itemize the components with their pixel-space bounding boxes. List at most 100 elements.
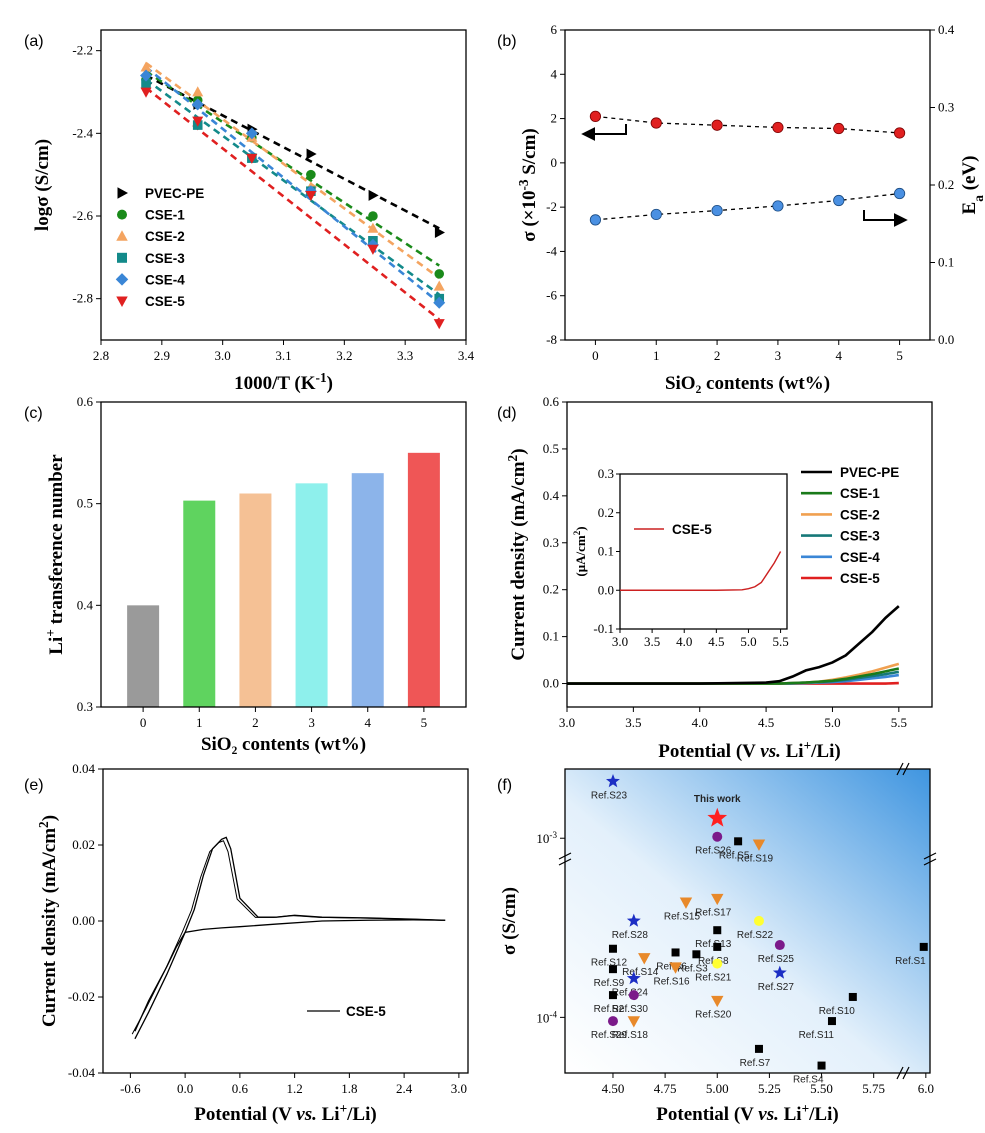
ref-label: Ref.S18 bbox=[612, 1030, 649, 1041]
ref-point bbox=[626, 971, 641, 985]
ref-label: Ref.S9 bbox=[594, 978, 625, 989]
data-point bbox=[434, 269, 445, 279]
x-tick-label: 3.0 bbox=[451, 1081, 467, 1096]
ref-point bbox=[671, 948, 680, 957]
data-point bbox=[192, 86, 204, 97]
x-axis-label: 1000/T (K-1) bbox=[234, 370, 333, 395]
y-tick-label: -8 bbox=[546, 332, 557, 347]
cv-cathodic bbox=[134, 919, 446, 1032]
x-axis-label-part: vs. bbox=[758, 1104, 779, 1125]
ref-point bbox=[608, 965, 617, 974]
inset-y-tick-label: 0.1 bbox=[598, 544, 614, 559]
this-work-star bbox=[707, 807, 728, 827]
data-point bbox=[433, 319, 445, 330]
data-point bbox=[140, 87, 152, 98]
sigma-point bbox=[589, 110, 602, 122]
sigma-point bbox=[650, 117, 662, 129]
ref-label: Ref.S4 bbox=[793, 1075, 824, 1086]
ref-label: Ref.S16 bbox=[653, 976, 690, 987]
panel-d: (d) 3.0 3.5 4.0 4.5 5.0 5.5 0.0 0.1 0.2 0.3 0.4 0.5 0… bbox=[497, 394, 933, 762]
axis-break-bottom bbox=[896, 1066, 904, 1080]
x-axis-label-part: vs. bbox=[760, 741, 781, 762]
data-point bbox=[191, 98, 204, 111]
ref-point bbox=[669, 962, 682, 974]
x-tick-label: 5.50 bbox=[810, 1081, 833, 1096]
ref-point bbox=[713, 926, 722, 935]
y-axis-label: logσ (S/cm) bbox=[32, 139, 53, 231]
panel-e: (e) -0.6 0.0 0.6 1.2 1.8 2.4 3.0 0.04 0.02 0.00 -0.… bbox=[24, 761, 469, 1125]
y-tick-label: -2.6 bbox=[72, 208, 93, 223]
y-axis-label-part: ) bbox=[508, 448, 529, 454]
fit-line bbox=[145, 86, 441, 321]
y-axis-label-part: Current density (mA/cm bbox=[508, 461, 529, 660]
y-tick-label: 2 bbox=[551, 111, 558, 126]
x-tick-label: 5.00 bbox=[706, 1081, 729, 1096]
ea-point bbox=[650, 208, 662, 221]
panel-label-f: (f) bbox=[497, 777, 512, 794]
ref-label: Ref.S22 bbox=[737, 930, 774, 941]
ref-label: Ref.S23 bbox=[591, 790, 628, 801]
ref-label: Ref.S5 bbox=[719, 850, 750, 861]
x-axis-label: SiO₂ contents (wt%) bbox=[201, 734, 366, 755]
inset-y-tick-label: 0.2 bbox=[598, 505, 614, 520]
legend-marker bbox=[116, 296, 128, 307]
y-tick-label: 0.5 bbox=[77, 496, 93, 511]
ref-point bbox=[608, 944, 617, 953]
x-tick-label: 3 bbox=[308, 715, 315, 730]
legend-label: CSE-3 bbox=[840, 529, 880, 544]
inset-y-label-part: 2 bbox=[572, 530, 582, 535]
fit-line bbox=[145, 78, 441, 296]
ref-point bbox=[711, 893, 724, 906]
ref-label: Ref.S12 bbox=[591, 958, 628, 969]
ref-label: Ref.S3 bbox=[677, 963, 708, 974]
inset-y-tick-label: 0.3 bbox=[598, 466, 614, 481]
x-tick-label: 5.0 bbox=[824, 715, 840, 730]
x-tick-label: 2.9 bbox=[154, 348, 170, 363]
y-tick-label: 0.2 bbox=[543, 582, 559, 597]
bar bbox=[351, 473, 384, 707]
y-tick-label: 0.04 bbox=[72, 761, 95, 776]
inset-y-tick-label: -0.1 bbox=[593, 621, 614, 636]
ref-point bbox=[712, 831, 723, 842]
y2-tick-label: 0.0 bbox=[938, 332, 954, 347]
arrow-left bbox=[581, 124, 627, 141]
x-tick-label: 3.1 bbox=[275, 348, 291, 363]
ref-label: Ref.S26 bbox=[695, 846, 732, 857]
y-tick-label: 6 bbox=[551, 22, 558, 37]
y-axis-label-part: σ (×10 bbox=[519, 191, 540, 242]
data-point bbox=[367, 222, 379, 233]
y-axis-label: σ (×10-3 S/cm) bbox=[516, 128, 541, 242]
ref-point bbox=[606, 774, 620, 788]
panel-b: (b) 0 1 2 3 4 5 6 4 2 0 -2 -4 -6 -8 0.4 0.3 0.2 0.1 0.0 SiO₂… bbox=[497, 22, 985, 394]
ref-point bbox=[754, 1044, 763, 1053]
ref-label: Ref.S15 bbox=[664, 911, 701, 922]
ref-point bbox=[628, 990, 639, 1001]
inset-curve bbox=[620, 551, 782, 591]
data-point bbox=[305, 191, 317, 202]
sigma-point bbox=[711, 119, 723, 131]
y-tick-label: 0 bbox=[551, 155, 558, 170]
legend-label: CSE-5 bbox=[840, 571, 880, 586]
y-tick-label: 0.00 bbox=[72, 913, 95, 928]
y2-tick-label: 0.3 bbox=[938, 100, 954, 115]
x-axis-label: SiO₂ contents (wt%) bbox=[665, 373, 830, 394]
x-tick-label: 3.2 bbox=[336, 348, 352, 363]
x-tick-label: 1 bbox=[653, 348, 660, 363]
x-axis-label-part: Li bbox=[317, 1104, 340, 1125]
ref-point bbox=[679, 897, 693, 909]
x-tick-label: 2 bbox=[714, 348, 721, 363]
y2-axis-label-part: a bbox=[971, 195, 985, 202]
plot-frame bbox=[102, 768, 469, 1074]
x-axis-label-part: Potential (V bbox=[658, 741, 760, 762]
sigma-point bbox=[772, 121, 784, 134]
legend-marker bbox=[116, 230, 128, 241]
ref-point bbox=[608, 991, 617, 1000]
ea-point bbox=[893, 187, 906, 200]
x-axis-label-part: /Li) bbox=[346, 1104, 377, 1125]
legend-label: CSE-2 bbox=[145, 229, 185, 244]
data-point bbox=[141, 78, 151, 89]
x-tick-label: 4 bbox=[836, 348, 843, 363]
legend-label: CSE-1 bbox=[840, 486, 880, 501]
